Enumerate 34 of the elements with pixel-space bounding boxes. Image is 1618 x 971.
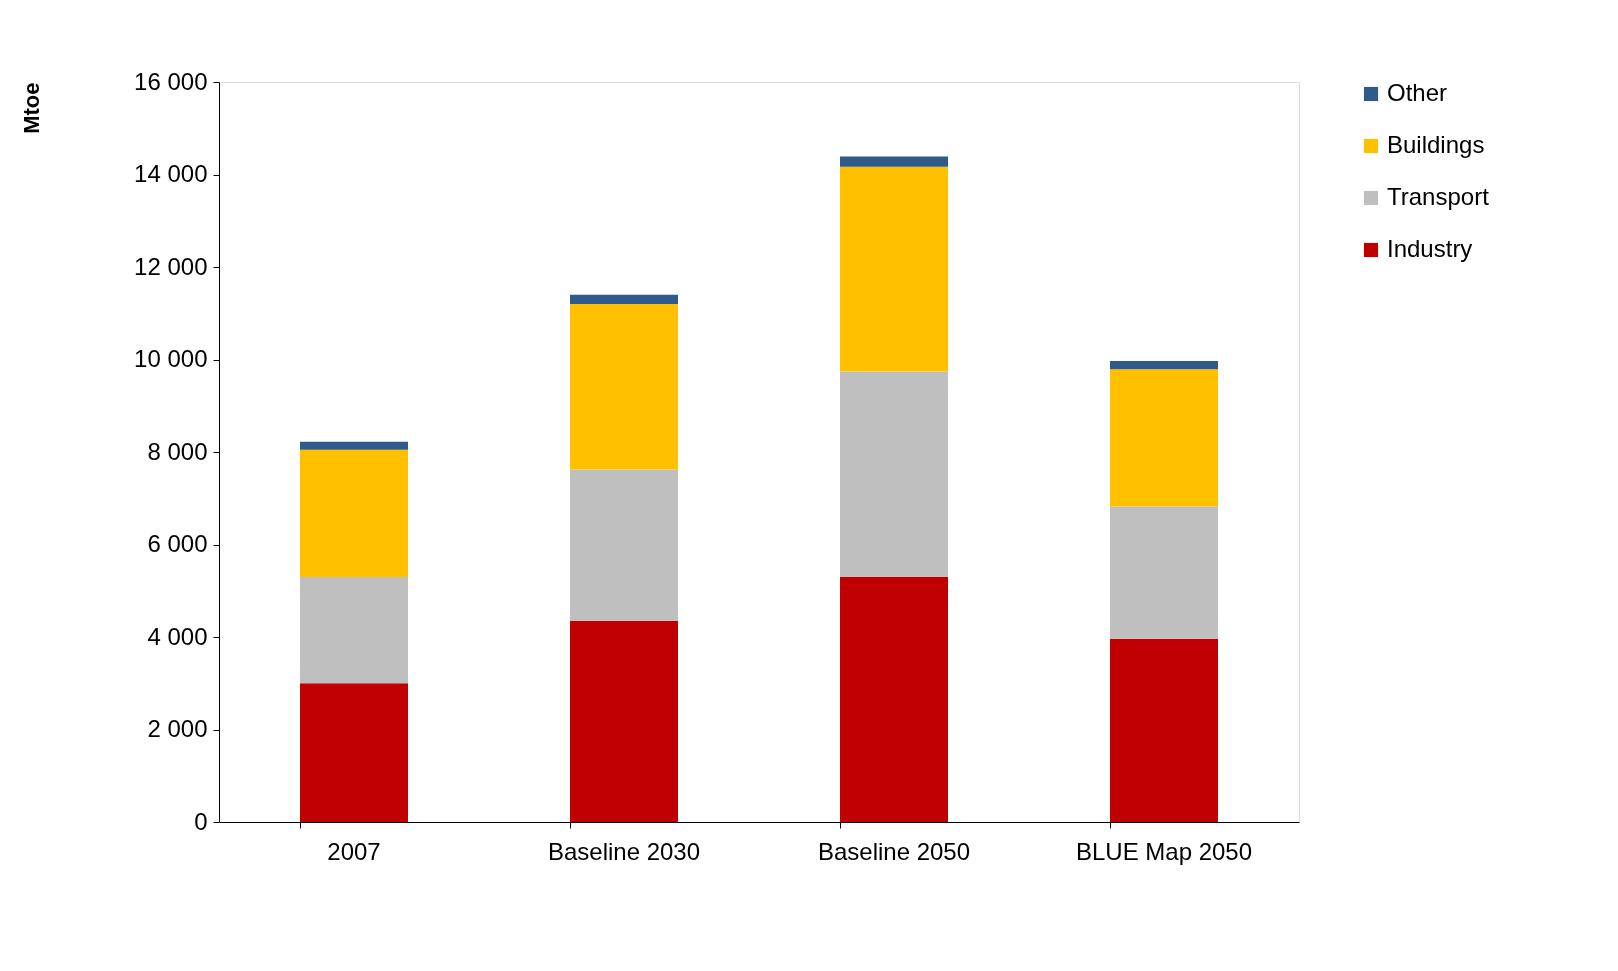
bar xyxy=(300,683,408,822)
y-tick-label: 14 000 xyxy=(134,160,208,187)
bar xyxy=(840,371,948,577)
bar xyxy=(300,576,408,684)
legend-label: Industry xyxy=(1387,235,1473,262)
legend-label: Other xyxy=(1387,79,1448,106)
y-tick-label: 4 000 xyxy=(147,622,208,650)
bar xyxy=(570,304,678,470)
x-tick-label: BLUE Map 2050 xyxy=(1075,837,1253,865)
x-tick-label: 2007 xyxy=(327,837,381,865)
bar xyxy=(1110,360,1218,370)
bar xyxy=(840,166,948,372)
y-tick-label: 6 000 xyxy=(147,530,208,557)
y-tick-label: 8 000 xyxy=(147,437,208,465)
bar xyxy=(300,441,408,450)
bar xyxy=(1110,638,1218,822)
bar xyxy=(840,576,948,822)
y-axis-title: Mtoe xyxy=(19,82,45,134)
bar xyxy=(840,156,948,167)
bar xyxy=(300,449,408,577)
legend-label: Buildings xyxy=(1387,131,1485,158)
legend-label: Transport xyxy=(1387,183,1490,210)
bar xyxy=(1110,369,1218,507)
y-tick-label: 10 000 xyxy=(134,345,208,372)
y-tick-label: 16 000 xyxy=(134,67,208,95)
bar xyxy=(570,620,678,822)
y-tick-label: 0 xyxy=(194,807,208,835)
y-tick-label: 12 000 xyxy=(134,252,208,280)
y-tick-label: 2 000 xyxy=(147,715,208,742)
bar xyxy=(570,294,678,304)
bar xyxy=(570,469,678,621)
x-tick-label: Baseline 2030 xyxy=(547,837,701,865)
bar xyxy=(1110,506,1218,639)
x-tick-label: Baseline 2050 xyxy=(817,837,971,865)
